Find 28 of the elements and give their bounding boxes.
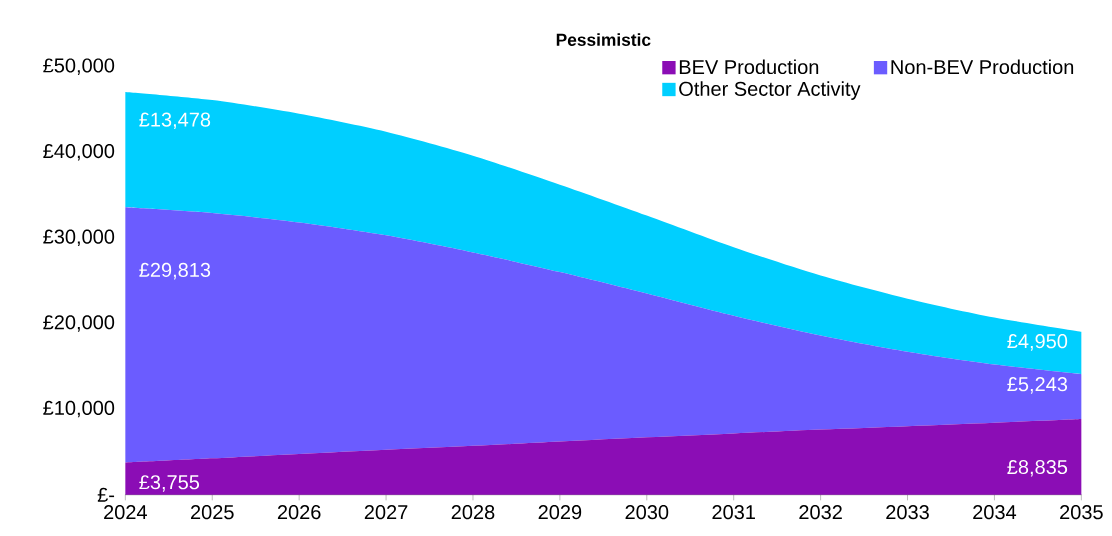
x-tick-label: 2034 [973,505,1017,520]
data-label: £4,950 [1007,334,1068,351]
x-tick-label: 2027 [364,505,408,520]
data-label: £3,755 [139,475,200,492]
y-tick-label: £10,000 [43,400,115,418]
y-tick-label: £20,000 [43,315,115,332]
chart-title: Pessimistic [556,33,651,46]
x-tick-label: 2028 [451,505,495,520]
x-tick-label: 2029 [538,505,582,520]
x-tick-label: 2033 [886,505,929,520]
legend-label: Other Sector Activity [679,81,861,100]
legend-label: BEV Production [679,59,819,75]
legend-label: Non-BEV Production [891,59,1074,75]
x-tick-label: 2025 [191,505,234,520]
data-label: £5,243 [1007,377,1068,394]
data-label: £8,835 [1007,459,1068,477]
x-tick-label: 2026 [277,505,321,520]
x-tick-label: 2030 [625,505,669,520]
x-tick-label: 2035 [1060,505,1103,520]
y-tick-label: £50,000 [43,58,115,75]
y-tick-label: £40,000 [43,144,115,161]
x-tick-label: 2032 [799,505,842,520]
y-tick-label: £- [97,487,115,502]
data-label: £29,813 [139,262,211,280]
x-tick-label: 2024 [104,505,147,520]
y-tick-label: £30,000 [43,229,115,247]
x-tick-label: 2031 [712,505,755,520]
data-label: £13,478 [139,112,211,130]
